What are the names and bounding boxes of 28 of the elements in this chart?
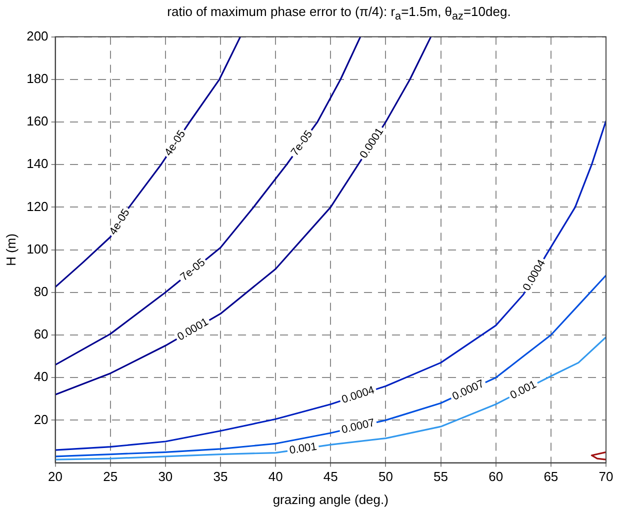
text: 0.0007: [340, 416, 376, 436]
x-tick-label: 60: [488, 469, 504, 484]
x-tick-label: 50: [378, 469, 393, 484]
y-tick-label: 160: [26, 114, 48, 129]
y-tick-label: 120: [26, 198, 48, 214]
y-tick-label: 180: [26, 70, 48, 86]
x-tick-label: 25: [103, 469, 118, 484]
x-tick-label: 65: [544, 469, 558, 484]
y-tick-label: 40: [34, 369, 48, 384]
x-tick-label: 70: [598, 469, 614, 484]
x-tick-label: 35: [213, 469, 228, 484]
x-axis-title: grazing angle (deg.): [272, 492, 388, 507]
y-tick-label: 60: [34, 326, 48, 342]
x-tick-label: 20: [48, 469, 63, 484]
y-tick-label: 200: [26, 28, 48, 44]
text: 0.0004: [340, 384, 376, 406]
y-tick-label: 140: [26, 156, 48, 172]
x-tick-label: 55: [434, 469, 448, 484]
y-axis-title: H (m): [3, 234, 18, 266]
x-tick-label: 30: [158, 469, 173, 484]
chart-title: ratio of maximum phase error to (π/4): r$_{a}$=1.5m, θ$_{az}$=10deg.: [166, 3, 512, 25]
y-tick-label: 20: [34, 412, 48, 427]
x-tick-label: 40: [268, 469, 283, 484]
y-tick-label: 100: [26, 241, 48, 256]
x-tick-label: 45: [323, 469, 338, 484]
y-tick-label: 80: [34, 284, 48, 299]
text: 0.001: [288, 440, 318, 457]
text: 0.001: [508, 378, 538, 402]
